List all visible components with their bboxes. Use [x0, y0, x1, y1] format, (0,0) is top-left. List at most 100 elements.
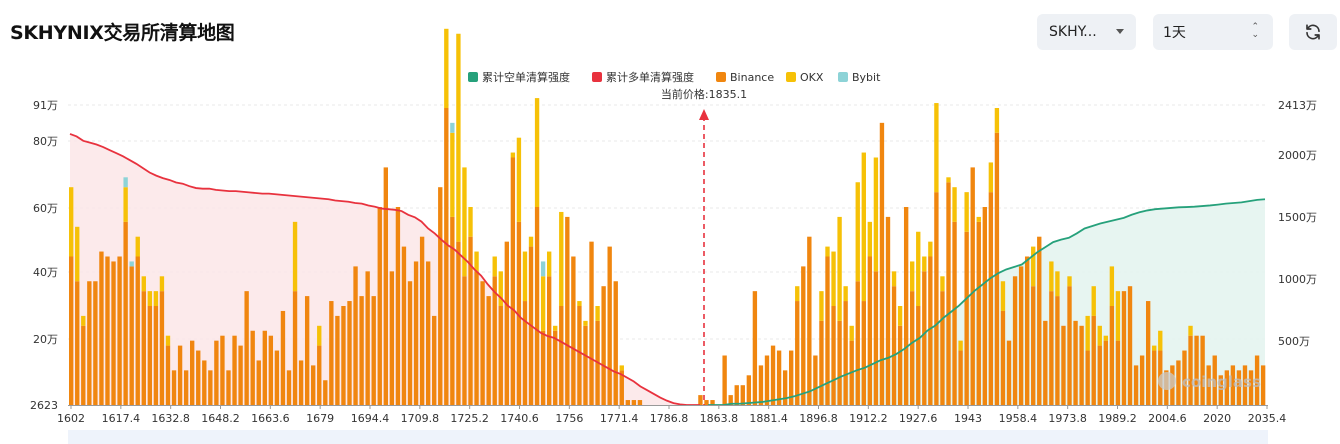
bar-binance	[286, 370, 292, 405]
x-tick-label: 1989.2	[1098, 412, 1137, 425]
bar-binance	[492, 276, 497, 405]
bar-okx	[141, 276, 146, 292]
x-tick-label: 1881.4	[749, 412, 788, 425]
bar-binance	[196, 350, 201, 405]
bar-binance	[710, 400, 715, 405]
y-left-tick: 60万	[33, 202, 58, 215]
bar-binance	[123, 221, 128, 405]
bar-okx	[492, 256, 497, 277]
bar-binance	[867, 256, 873, 405]
bar-binance	[571, 256, 576, 405]
x-tick-label: 1694.4	[351, 412, 390, 425]
bar-binance	[226, 370, 231, 405]
x-tick-label: 1632.8	[151, 412, 190, 425]
bar-binance	[1031, 286, 1036, 405]
refresh-button[interactable]	[1289, 14, 1337, 50]
bar-okx	[75, 226, 80, 282]
bar-binance	[419, 236, 425, 405]
cumulative-lines	[69, 133, 1266, 406]
bar-okx	[1158, 330, 1163, 351]
x-tick-label: 1663.6	[251, 412, 290, 425]
bar-binance	[897, 325, 903, 405]
bar-binance	[813, 355, 818, 405]
bar-binance	[504, 241, 509, 405]
bar-binance	[208, 370, 213, 405]
bar-binance	[1182, 350, 1187, 405]
bar-binance	[75, 281, 80, 405]
bar-binance	[746, 375, 752, 405]
bar-binance	[1230, 365, 1236, 405]
bar-binance	[214, 340, 219, 405]
bar-okx	[867, 221, 873, 257]
bar-binance	[1103, 340, 1108, 405]
bar-binance	[728, 395, 733, 405]
legend-swatch	[716, 72, 726, 82]
bar-okx	[1067, 276, 1072, 287]
bar-binance	[940, 291, 945, 405]
bar-binance	[704, 400, 709, 405]
bar-okx	[292, 221, 298, 292]
bar-okx	[583, 320, 588, 326]
bar-binance	[855, 281, 860, 405]
bar-okx	[498, 271, 503, 306]
x-tick-label: 1617.4	[102, 412, 141, 425]
bar-binance	[244, 291, 249, 405]
bar-binance	[1127, 286, 1133, 405]
bar-okx	[135, 236, 140, 257]
bar-binance	[177, 345, 183, 405]
bar-okx	[873, 157, 879, 272]
bar-binance	[311, 365, 316, 405]
period-select[interactable]: 1天 ⌃ ⌄	[1153, 14, 1273, 50]
bar-binance	[105, 256, 110, 405]
bar-binance	[807, 236, 812, 405]
bar-binance	[946, 182, 951, 405]
bar-okx	[843, 286, 848, 302]
bar-binance	[407, 281, 413, 405]
x-tick-label: 1725.2	[450, 412, 489, 425]
bar-binance	[1097, 345, 1102, 405]
bar-binance	[1236, 370, 1242, 405]
bar-binance	[468, 236, 473, 405]
bar-binance	[365, 271, 370, 405]
bar-okx	[837, 216, 842, 321]
range-slider[interactable]	[68, 430, 1268, 444]
bar-binance	[117, 256, 122, 405]
chart-legend: 累计空单清算强度 累计多单清算强度 Binance OKX Bybit	[468, 70, 881, 84]
bar-binance	[456, 241, 461, 405]
bar-binance	[1079, 325, 1084, 405]
bar-binance	[1000, 310, 1006, 405]
bar-binance	[1037, 236, 1042, 405]
bar-binance	[879, 122, 885, 405]
bar-binance	[1121, 291, 1127, 405]
bar-binance	[631, 400, 637, 405]
bar-okx	[510, 152, 516, 158]
period-select-value: 1天	[1163, 25, 1186, 41]
x-tick-label: 2020	[1203, 412, 1231, 425]
bar-binance	[474, 271, 479, 405]
bar-okx	[1103, 335, 1108, 341]
bar-okx	[553, 325, 558, 331]
x-tick-label: 1958.4	[999, 412, 1038, 425]
bar-binance	[462, 276, 467, 405]
bar-binance	[534, 207, 540, 405]
bar-binance	[87, 281, 92, 405]
bar-binance	[522, 301, 528, 405]
bar-binance	[1242, 365, 1248, 405]
bar-binance	[934, 192, 939, 405]
legend-swatch	[838, 72, 848, 82]
legend-label: Binance	[730, 71, 774, 84]
bar-okx	[1188, 325, 1193, 336]
bar-binance	[135, 256, 140, 405]
symbol-select[interactable]: SKHY...	[1037, 14, 1136, 50]
bar-binance	[964, 231, 969, 405]
y-right-tick: 1000万	[1278, 273, 1317, 286]
bar-okx	[619, 365, 624, 371]
bar-binance	[734, 385, 739, 405]
bar-okx	[69, 187, 74, 257]
bar-binance	[825, 256, 830, 405]
bar-binance	[976, 221, 981, 405]
bar-okx	[952, 187, 957, 222]
bar-binance	[1055, 296, 1060, 405]
x-tick-label: 1771.4	[600, 412, 639, 425]
bar-binance	[202, 360, 207, 405]
